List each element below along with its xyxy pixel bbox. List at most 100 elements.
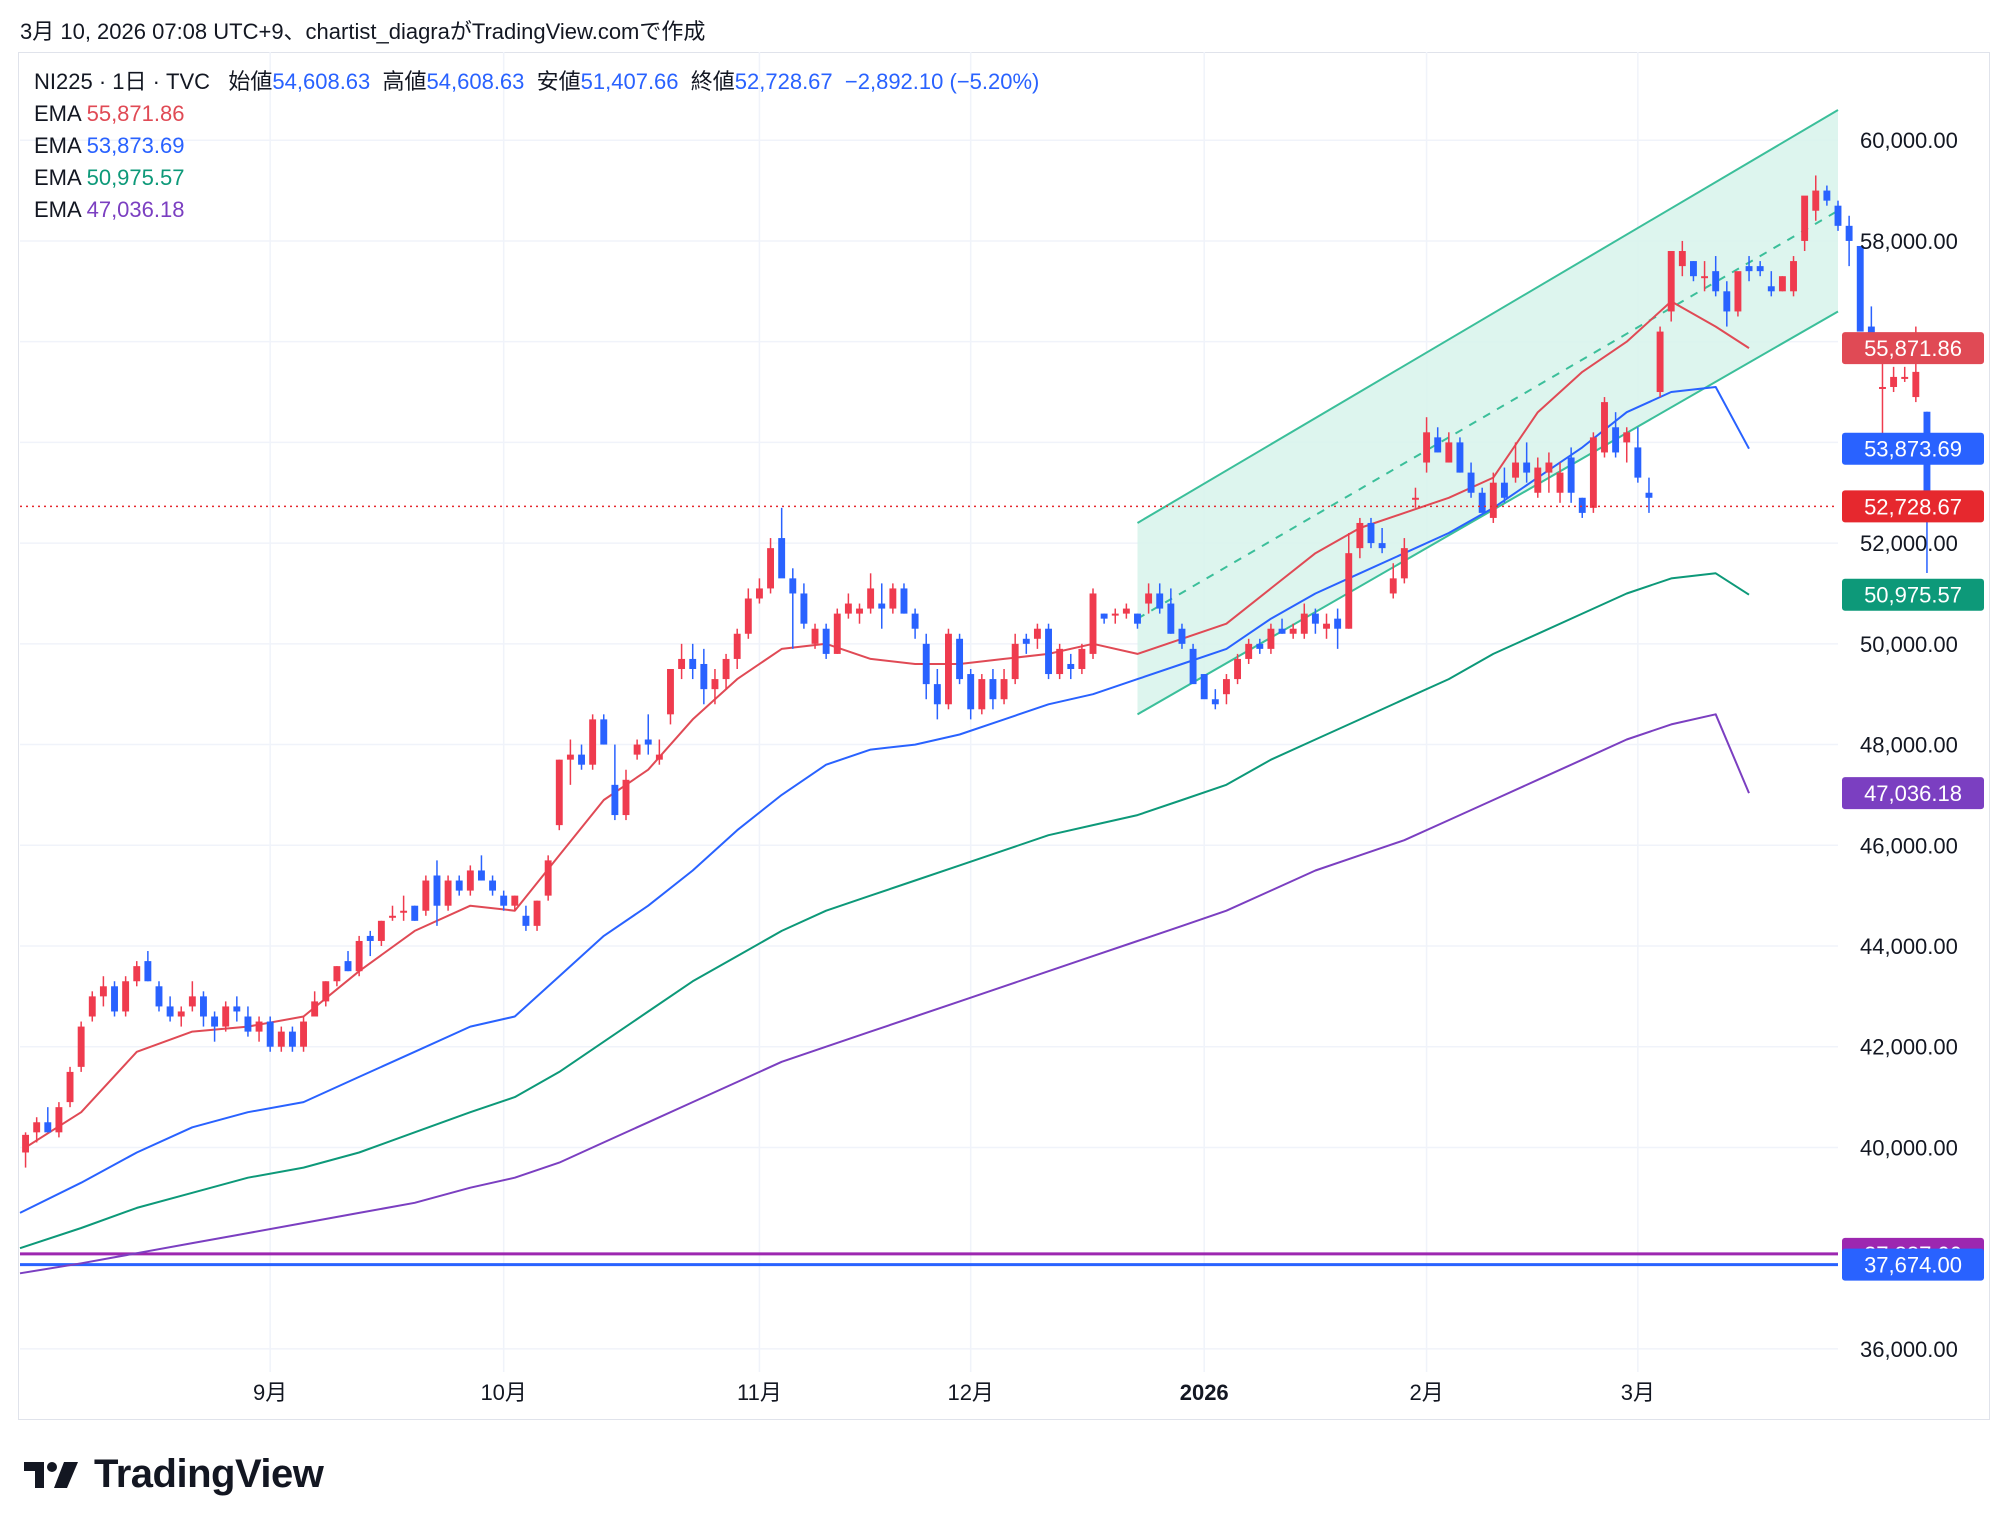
candle-body bbox=[1300, 613, 1308, 634]
price-label-bg bbox=[1842, 332, 1984, 365]
candle-body bbox=[1890, 376, 1898, 387]
candle bbox=[1200, 674, 1208, 700]
candle bbox=[311, 991, 319, 1017]
price-label-text: 53,873.69 bbox=[1864, 437, 1962, 462]
candle-body bbox=[1412, 497, 1419, 500]
price-label-badge: 37,674.00 bbox=[1842, 1248, 1984, 1281]
candle bbox=[856, 603, 863, 624]
y-axis-tick-label: 36,000.00 bbox=[1860, 1337, 1958, 1362]
candle bbox=[1300, 603, 1308, 639]
candle bbox=[544, 855, 552, 901]
candle-body bbox=[422, 880, 430, 911]
candle-body bbox=[1022, 638, 1030, 644]
candle-body bbox=[478, 870, 485, 881]
candle bbox=[500, 890, 508, 911]
candle bbox=[88, 991, 96, 1022]
candle-body bbox=[945, 633, 952, 705]
price-label-bg bbox=[1842, 578, 1984, 611]
candle bbox=[1234, 653, 1242, 685]
candle-body bbox=[1756, 266, 1764, 272]
ema-legend-row[interactable]: EMA 47,036.18 bbox=[34, 194, 1039, 226]
candle-body bbox=[989, 679, 997, 700]
candle-body bbox=[1367, 522, 1375, 544]
candle bbox=[1601, 397, 1608, 458]
y-axis-tick-label: 42,000.00 bbox=[1860, 1035, 1958, 1060]
ema-legend-row[interactable]: EMA 55,871.86 bbox=[34, 98, 1039, 130]
candle-body bbox=[911, 613, 919, 629]
candle bbox=[333, 966, 341, 987]
candle bbox=[1667, 251, 1675, 322]
ema-line bbox=[19, 386, 1750, 1214]
candle-body bbox=[177, 1011, 185, 1017]
candle bbox=[833, 608, 841, 654]
candle-body bbox=[1134, 613, 1141, 624]
ema-value: 53,873.69 bbox=[86, 133, 185, 158]
candle-body bbox=[1578, 497, 1586, 513]
price-label-badge: 47,036.18 bbox=[1842, 777, 1984, 810]
candle-body bbox=[1745, 266, 1753, 272]
chart-legend: NI225 · 1日 · TVC 始値54,608.63 高値54,608.63… bbox=[34, 66, 1039, 226]
ema-line bbox=[19, 572, 1750, 1250]
candle-body bbox=[1245, 643, 1253, 659]
candle-body bbox=[22, 1134, 30, 1153]
candle bbox=[1556, 462, 1564, 503]
candle-body bbox=[1345, 553, 1353, 629]
candle-body bbox=[1534, 467, 1542, 493]
candle-body bbox=[833, 613, 841, 654]
candle bbox=[166, 996, 174, 1022]
tradingview-logo[interactable]: TradingView bbox=[22, 1452, 324, 1497]
candle-body bbox=[466, 870, 474, 891]
ema-legend-row[interactable]: EMA 50,975.57 bbox=[34, 162, 1039, 194]
candle-body bbox=[288, 1031, 296, 1047]
ema-value: 55,871.86 bbox=[86, 101, 185, 126]
candle bbox=[1400, 538, 1408, 584]
candle-body bbox=[511, 895, 519, 906]
candle-body bbox=[1478, 492, 1486, 513]
candle bbox=[144, 951, 152, 982]
candle-body bbox=[755, 588, 763, 599]
ema-legend-row[interactable]: EMA 53,873.69 bbox=[34, 130, 1039, 162]
candle bbox=[1578, 497, 1586, 518]
candle-body bbox=[1845, 225, 1853, 241]
change-value: −2,892.10 (−5.20%) bbox=[844, 69, 1040, 94]
candle bbox=[511, 895, 519, 911]
candle-body bbox=[1323, 623, 1330, 629]
candle-body bbox=[1145, 593, 1153, 604]
candle bbox=[1067, 653, 1075, 680]
candle-body bbox=[644, 739, 652, 745]
low-value: 51,407.66 bbox=[580, 69, 679, 94]
candle bbox=[778, 507, 786, 579]
candle bbox=[1389, 563, 1397, 599]
candle-body bbox=[1167, 603, 1175, 634]
candle bbox=[589, 714, 597, 770]
candle-body bbox=[355, 940, 363, 972]
close-value: 52,728.67 bbox=[734, 69, 833, 94]
candle-body bbox=[155, 986, 163, 1007]
candle bbox=[900, 583, 908, 614]
candle bbox=[433, 860, 441, 926]
candle-body bbox=[544, 860, 552, 896]
price-label-badge: 53,873.69 bbox=[1842, 432, 1984, 465]
candle bbox=[1423, 417, 1431, 473]
candle bbox=[1334, 608, 1342, 649]
candle-body bbox=[1033, 628, 1041, 639]
candle bbox=[1712, 256, 1720, 297]
candle bbox=[1089, 588, 1097, 659]
candle-body bbox=[1011, 643, 1019, 680]
candle-body bbox=[822, 628, 830, 654]
candle-body bbox=[1467, 472, 1475, 493]
candle bbox=[1289, 623, 1297, 639]
candle bbox=[478, 855, 485, 881]
candle bbox=[455, 875, 463, 896]
candle bbox=[700, 648, 708, 705]
regression-channel-fill bbox=[1137, 110, 1838, 715]
candle bbox=[1767, 271, 1775, 297]
candle-body bbox=[978, 679, 986, 710]
x-axis-tick-label: 9月 bbox=[253, 1380, 287, 1405]
candle bbox=[1122, 603, 1130, 619]
candle bbox=[889, 583, 897, 614]
candle-body bbox=[667, 669, 674, 715]
y-axis-tick-label: 60,000.00 bbox=[1860, 128, 1958, 153]
candle-body bbox=[1089, 593, 1097, 654]
